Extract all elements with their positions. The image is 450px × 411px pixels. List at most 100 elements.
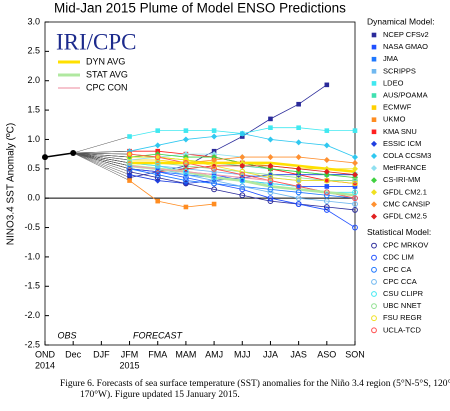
marker bbox=[183, 128, 189, 133]
marker bbox=[183, 180, 189, 187]
obs-point bbox=[70, 149, 77, 156]
legend-label: NCEP CFSv2 bbox=[383, 30, 429, 39]
legend-label: KMA SNU bbox=[383, 127, 417, 136]
marker bbox=[371, 32, 377, 38]
legend-label: SCRIPPS bbox=[383, 66, 416, 75]
marker bbox=[211, 165, 217, 172]
marker bbox=[371, 201, 377, 208]
marker bbox=[211, 177, 217, 184]
marker bbox=[268, 125, 273, 131]
marker bbox=[267, 177, 274, 184]
marker bbox=[352, 207, 358, 213]
marker bbox=[239, 192, 246, 199]
marker bbox=[323, 204, 330, 210]
marker bbox=[211, 157, 218, 164]
marker bbox=[126, 151, 133, 158]
marker bbox=[127, 178, 132, 183]
x-tick-label: ASO bbox=[317, 349, 336, 359]
y-tick-label: -2.5 bbox=[24, 339, 40, 349]
marker bbox=[371, 93, 377, 98]
marker bbox=[295, 174, 302, 181]
marker bbox=[182, 136, 189, 143]
marker bbox=[267, 195, 274, 202]
marker bbox=[323, 142, 330, 149]
marker bbox=[371, 279, 377, 285]
marker bbox=[126, 162, 133, 169]
marker bbox=[323, 168, 330, 175]
connector bbox=[73, 152, 130, 178]
connector bbox=[73, 152, 130, 161]
marker bbox=[371, 56, 377, 62]
marker bbox=[324, 82, 330, 88]
marker bbox=[352, 181, 358, 186]
connector bbox=[73, 152, 130, 155]
marker bbox=[296, 178, 301, 183]
plume bbox=[73, 82, 358, 231]
marker bbox=[267, 198, 274, 205]
marker bbox=[295, 139, 302, 146]
marker bbox=[267, 174, 274, 181]
marker bbox=[126, 154, 133, 160]
marker bbox=[211, 133, 218, 140]
marker bbox=[323, 189, 330, 196]
marker bbox=[295, 189, 302, 196]
legend-label: GFDL CM2.5 bbox=[383, 211, 427, 220]
marker bbox=[211, 172, 217, 177]
legend-box bbox=[50, 27, 168, 101]
connector bbox=[73, 136, 130, 154]
marker bbox=[239, 186, 246, 193]
marker bbox=[154, 154, 161, 160]
marker bbox=[352, 154, 358, 161]
marker bbox=[267, 154, 274, 161]
marker bbox=[239, 168, 246, 175]
legend-label: CPC CA bbox=[383, 265, 411, 274]
legend-label: UCLA-TCD bbox=[383, 325, 422, 334]
y-tick-label: 0.0 bbox=[27, 193, 40, 203]
marker bbox=[352, 180, 358, 187]
logo: IRI/CPC bbox=[56, 29, 137, 54]
legend-heading: Dynamical Model: bbox=[367, 16, 435, 26]
marker bbox=[239, 162, 246, 169]
marker bbox=[155, 198, 161, 204]
marker bbox=[295, 177, 302, 184]
marker bbox=[183, 177, 189, 184]
connector bbox=[73, 150, 130, 154]
x-tick-label: MJJ bbox=[234, 349, 251, 359]
series-line bbox=[129, 180, 215, 208]
caption: 170°W). Figure updated 15 January 2015. bbox=[80, 389, 240, 400]
x-tick-label: OND bbox=[35, 349, 56, 359]
legend-label: ESSIC ICM bbox=[383, 139, 421, 148]
marker bbox=[371, 242, 377, 249]
legend-label: CSU CLIPR bbox=[383, 289, 424, 298]
marker bbox=[183, 171, 189, 178]
marker bbox=[154, 171, 161, 178]
caption: Figure 6. Forecasts of sea surface tempe… bbox=[60, 378, 450, 389]
marker bbox=[211, 169, 217, 175]
legend-label: CDC LIM bbox=[383, 253, 414, 262]
marker bbox=[239, 154, 246, 161]
marker bbox=[155, 128, 161, 133]
y-tick-label: 1.5 bbox=[27, 104, 40, 114]
marker bbox=[323, 157, 330, 164]
marker bbox=[295, 183, 302, 190]
connector bbox=[73, 152, 130, 172]
legend-label: CMC CANSIP bbox=[383, 199, 430, 208]
x-tick-label: JAS bbox=[290, 349, 307, 359]
legend-label: CPC MRKOV bbox=[383, 241, 428, 250]
marker bbox=[371, 140, 377, 147]
legend-label: LDEO bbox=[383, 78, 404, 87]
marker bbox=[352, 177, 358, 184]
marker bbox=[324, 184, 330, 189]
marker bbox=[324, 128, 330, 133]
legend-label: STAT AVG bbox=[86, 69, 128, 79]
marker bbox=[323, 207, 330, 213]
marker bbox=[296, 184, 301, 189]
legend-label: DYN AVG bbox=[86, 56, 125, 66]
x-tick-label: SON bbox=[345, 349, 365, 359]
legend-heading: Statistical Model: bbox=[367, 227, 431, 237]
marker bbox=[127, 134, 132, 139]
legend-label: CPC CCA bbox=[383, 277, 417, 286]
y-tick-label: -0.5 bbox=[24, 222, 40, 232]
marker bbox=[371, 165, 377, 172]
connector bbox=[73, 152, 130, 181]
